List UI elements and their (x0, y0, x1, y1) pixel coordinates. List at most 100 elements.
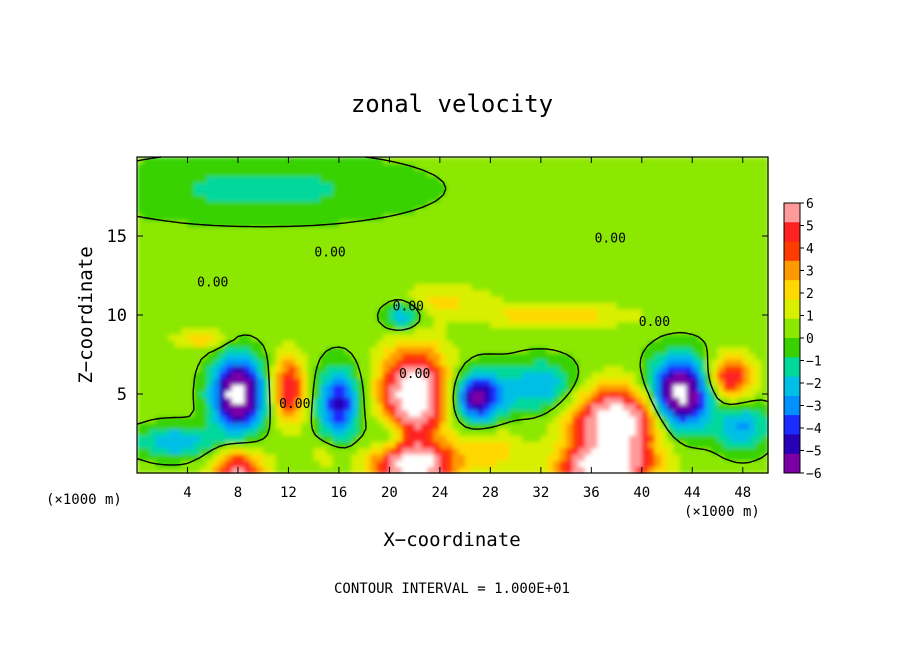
heatmap-cell (654, 454, 662, 461)
heatmap-cell (282, 175, 290, 183)
heatmap-cell (332, 340, 340, 348)
heatmap-cell (376, 397, 384, 405)
heatmap-cell (648, 251, 656, 259)
heatmap-cell (376, 422, 384, 430)
heatmap-cell (496, 258, 504, 266)
heatmap-cell (263, 163, 271, 171)
heatmap-cell (730, 302, 738, 310)
heatmap-cell (717, 390, 725, 398)
heatmap-cell (250, 460, 258, 468)
heatmap-cell (174, 409, 182, 417)
heatmap-cell (225, 365, 233, 373)
heatmap-cell (307, 220, 315, 228)
heatmap-cell (395, 220, 403, 228)
heatmap-cell (465, 302, 473, 310)
heatmap-cell (515, 163, 523, 171)
heatmap-cell (730, 213, 738, 221)
heatmap-cell (730, 346, 738, 354)
heatmap-cell (585, 232, 592, 240)
heatmap-cell (610, 201, 618, 209)
heatmap-cell (578, 175, 586, 183)
heatmap-cell (484, 232, 491, 240)
heatmap-cell (370, 454, 378, 461)
heatmap-cell (490, 308, 498, 316)
heatmap-cell (660, 169, 668, 177)
heatmap-cell (660, 403, 668, 411)
heatmap-cell (591, 390, 599, 398)
heatmap-cell (244, 239, 252, 247)
heatmap-cell (395, 194, 403, 202)
heatmap-cell (376, 226, 384, 234)
heatmap-cell (137, 270, 144, 278)
heatmap-cell (616, 194, 624, 202)
heatmap-cell (275, 296, 283, 303)
heatmap-cell (313, 390, 321, 398)
heatmap-cell (193, 308, 201, 316)
heatmap-cell (155, 232, 163, 240)
heatmap-cell (263, 308, 271, 316)
heatmap-cell (420, 194, 428, 202)
heatmap-cell (370, 264, 378, 272)
heatmap-cell (319, 352, 327, 360)
heatmap-cell (269, 226, 277, 234)
heatmap-cell (692, 296, 700, 303)
heatmap-cell (749, 264, 756, 272)
heatmap-cell (402, 409, 409, 417)
heatmap-cell (338, 245, 346, 253)
heatmap-cell (181, 194, 189, 202)
heatmap-cell (408, 258, 416, 266)
heatmap-cell (427, 435, 435, 442)
heatmap-cell (610, 378, 618, 386)
heatmap-cell (585, 245, 592, 253)
heatmap-cell (181, 422, 189, 430)
heatmap-cell (660, 441, 668, 449)
heatmap-cell (559, 460, 567, 468)
heatmap-cell (616, 422, 624, 430)
heatmap-cell (629, 308, 637, 316)
heatmap-cell (370, 175, 378, 183)
heatmap-cell (723, 321, 731, 329)
heatmap-cell (496, 365, 504, 373)
heatmap-cell (654, 333, 662, 341)
heatmap-cell (648, 226, 656, 234)
heatmap-cell (471, 454, 479, 461)
heatmap-cell (540, 384, 548, 392)
heatmap-cell (427, 201, 435, 209)
heatmap-cell (521, 378, 529, 386)
heatmap-cell (364, 340, 372, 348)
heatmap-cell (761, 245, 769, 253)
heatmap-cell (553, 182, 561, 190)
heatmap-cell (357, 169, 365, 177)
heatmap-cell (597, 359, 605, 367)
heatmap-cell (610, 403, 618, 411)
heatmap-cell (654, 308, 662, 316)
heatmap-cell (143, 416, 151, 424)
heatmap-cell (250, 428, 258, 436)
heatmap-cell (338, 270, 346, 278)
heatmap-cell (761, 226, 769, 234)
heatmap-cell (225, 213, 233, 221)
heatmap-cell (553, 447, 561, 455)
heatmap-cell (345, 302, 353, 310)
heatmap-cell (654, 175, 662, 183)
heatmap-cell (723, 308, 731, 316)
heatmap-cell (414, 397, 422, 405)
heatmap-cell (408, 296, 416, 303)
heatmap-cell (212, 188, 220, 196)
heatmap-cell (307, 346, 315, 354)
heatmap-cell (660, 308, 668, 316)
heatmap-cell (376, 321, 384, 329)
heatmap-cell (566, 397, 573, 405)
heatmap-cell (490, 428, 498, 436)
heatmap-cell (288, 302, 296, 310)
heatmap-cell (484, 397, 491, 405)
heatmap-cell (389, 182, 397, 190)
heatmap-cell (357, 207, 365, 215)
heatmap-cell (414, 447, 422, 455)
heatmap-cell (326, 283, 334, 291)
heatmap-cell (458, 365, 466, 373)
heatmap-cell (307, 390, 315, 398)
heatmap-cell (749, 245, 756, 253)
heatmap-cell (635, 188, 643, 196)
heatmap-cell (648, 157, 656, 164)
